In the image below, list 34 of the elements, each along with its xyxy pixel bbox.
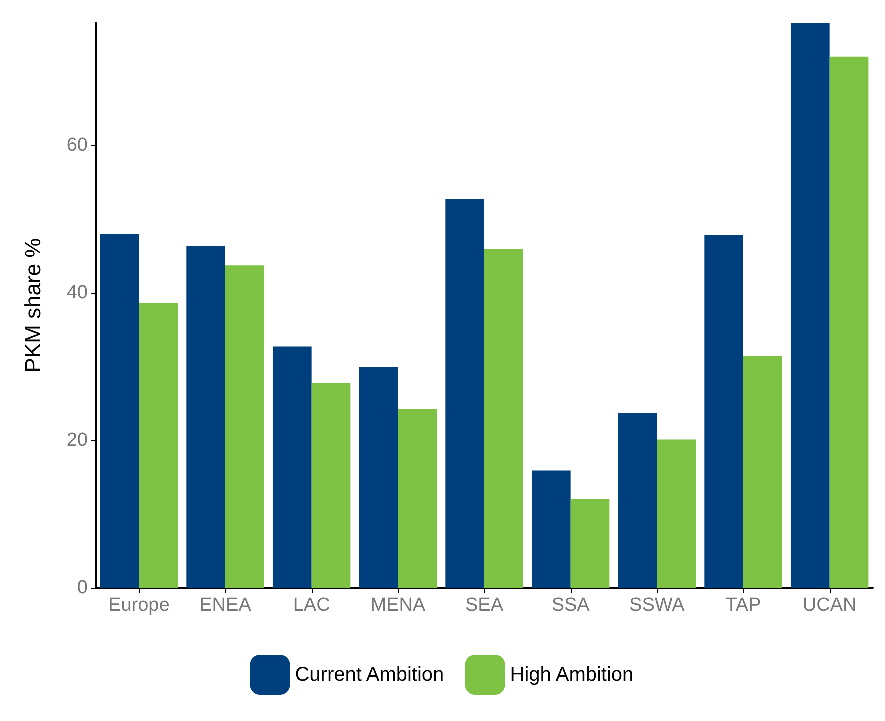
x-tick-label: ENEA [200,595,252,616]
y-tick-label: 60 [66,134,88,156]
x-tick-label: SSA [552,595,590,616]
bar [139,303,178,588]
legend-label: Current Ambition [295,664,444,686]
bar [657,440,696,588]
bar [272,346,312,588]
x-tick-label: MENA [370,595,426,616]
bar [359,367,398,588]
bar [100,234,140,588]
bar [398,410,438,588]
x-tick-label: TAP [726,595,762,616]
bar [484,249,524,588]
y-tick-label: 0 [77,578,88,598]
bar [790,23,830,588]
y-tick-label: 40 [66,282,88,304]
x-tick-label: SEA [465,595,504,616]
y-tick-label: 20 [66,430,88,451]
bar [618,413,658,588]
x-tick-label: SSWA [630,595,686,616]
bar [570,499,610,588]
bar [704,235,744,588]
bar [830,56,869,588]
bar [186,246,226,588]
bar [312,382,351,588]
bar [744,356,782,588]
y-axis-title: PKM share % [20,238,46,373]
bar [446,199,484,588]
x-tick-label: UCAN [802,595,857,616]
x-tick-label: LAC [293,595,330,616]
bar [226,266,264,588]
legend-label: High Ambition [510,664,634,686]
x-tick-label: Europe [108,595,170,616]
bar [532,470,571,588]
